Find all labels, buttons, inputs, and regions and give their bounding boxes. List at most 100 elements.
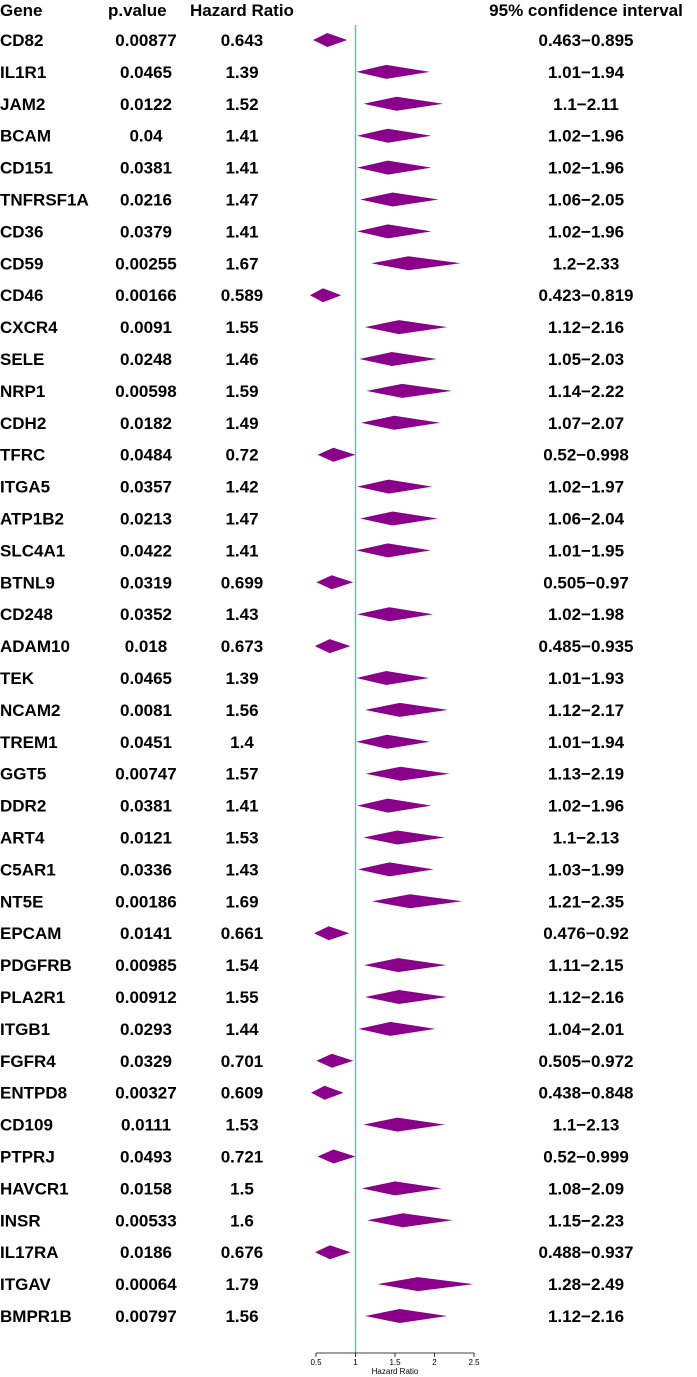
table-row: PDGFRB 0.00985 1.54 1.11−2.15: [0, 956, 624, 975]
ci-value: 1.06−2.05: [548, 191, 624, 210]
hazard-diamond: [360, 192, 439, 207]
ci-value: 1.2−2.33: [553, 254, 620, 273]
hazard-diamond: [364, 320, 448, 335]
gene-label: NRP1: [0, 382, 45, 401]
hazard-ratio-value: 1.43: [225, 605, 258, 624]
ci-value: 0.476−0.92: [543, 924, 629, 943]
ci-value: 0.488−0.937: [538, 1243, 633, 1262]
hazard-diamond: [356, 64, 430, 79]
gene-label: NT5E: [0, 892, 43, 911]
pvalue-value: 0.0121: [120, 829, 172, 848]
table-row: CD36 0.0379 1.41 1.02−1.96: [0, 222, 624, 241]
hazard-diamond: [316, 575, 354, 590]
x-tick-label: 2: [432, 1358, 437, 1367]
gene-label: PDGFRB: [0, 956, 72, 975]
pvalue-value: 0.00186: [115, 892, 176, 911]
ci-value: 1.03−1.99: [548, 860, 624, 879]
gene-label: CDH2: [0, 414, 46, 433]
gene-label: BCAM: [0, 127, 51, 146]
gene-label: ENTPD8: [0, 1084, 67, 1103]
gene-label: JAM2: [0, 95, 45, 114]
ci-value: 1.02−1.96: [548, 797, 624, 816]
gene-label: CD59: [0, 254, 43, 273]
gene-label: DDR2: [0, 797, 46, 816]
pvalue-value: 0.0293: [120, 1020, 172, 1039]
ci-value: 0.485−0.935: [538, 637, 633, 656]
x-axis-label: Hazard Ratio: [372, 1367, 419, 1376]
ci-value: 1.13−2.19: [548, 765, 624, 784]
table-row: DDR2 0.0381 1.41 1.02−1.96: [0, 797, 624, 816]
hazard-ratio-value: 1.56: [225, 701, 258, 720]
ci-value: 1.07−2.07: [548, 414, 624, 433]
gene-label: TREM1: [0, 733, 58, 752]
table-row: PLA2R1 0.00912 1.55 1.12−2.16: [0, 988, 624, 1007]
hazard-diamond: [364, 958, 447, 973]
pvalue-column-header: p.value: [108, 1, 167, 20]
hazard-diamond: [364, 990, 448, 1004]
hazard-ratio-value: 1.41: [225, 127, 258, 146]
table-row: SELE 0.0248 1.46 1.05−2.03: [0, 350, 624, 369]
table-row: CXCR4 0.0091 1.55 1.12−2.16: [0, 318, 624, 337]
gene-label: ART4: [0, 829, 45, 848]
table-row: NCAM2 0.0081 1.56 1.12−2.17: [0, 701, 624, 720]
hazard-diamond: [314, 639, 351, 654]
hazard-ratio-value: 1.5: [230, 1179, 254, 1198]
gene-label: CD46: [0, 286, 43, 305]
hazard-diamond: [314, 926, 350, 941]
gene-label: IL1R1: [0, 63, 46, 82]
ci-value: 1.02−1.98: [548, 605, 624, 624]
hazard-ratio-value: 1.41: [225, 541, 258, 560]
gene-label: CD109: [0, 1116, 53, 1135]
ci-value: 1.01−1.95: [548, 541, 624, 560]
table-row: ADAM10 0.018 0.673 0.485−0.935: [0, 637, 634, 656]
gene-label: ITGA5: [0, 478, 50, 497]
hazard-diamond: [357, 160, 432, 175]
hazard-ratio-value: 1.52: [225, 95, 258, 114]
pvalue-value: 0.00797: [115, 1307, 176, 1326]
hazard-diamond: [357, 224, 432, 239]
hazard-ratio-value: 1.55: [225, 988, 258, 1007]
pvalue-value: 0.00747: [115, 765, 176, 784]
pvalue-value: 0.00064: [115, 1275, 177, 1294]
hazard-diamond: [316, 1053, 354, 1068]
table-row: NRP1 0.00598 1.59 1.14−2.22: [0, 382, 624, 401]
ci-value: 1.02−1.96: [548, 222, 624, 241]
hazard-ratio-value: 1.49: [225, 414, 258, 433]
gene-label: C5AR1: [0, 860, 56, 879]
hazard-ratio-value: 1.47: [225, 191, 258, 210]
x-tick-label: 0.5: [310, 1358, 322, 1367]
pvalue-value: 0.0379: [120, 222, 172, 241]
hazard-ratio-value: 1.44: [225, 1020, 259, 1039]
table-row: C5AR1 0.0336 1.43 1.03−1.99: [0, 860, 624, 879]
hazard-ratio-value: 0.661: [221, 924, 264, 943]
table-row: CD248 0.0352 1.43 1.02−1.98: [0, 605, 624, 624]
ci-value: 1.02−1.97: [548, 478, 624, 497]
x-tick-label: 2.5: [468, 1358, 480, 1367]
table-row: TREM1 0.0451 1.4 1.01−1.94: [0, 733, 625, 752]
pvalue-value: 0.04: [129, 127, 163, 146]
pvalue-value: 0.0422: [120, 541, 172, 560]
table-row: TEK 0.0465 1.39 1.01−1.93: [0, 669, 624, 688]
pvalue-value: 0.0248: [120, 350, 172, 369]
gene-label: IL17RA: [0, 1243, 59, 1262]
ci-column-header: 95% confidence interval: [489, 1, 683, 20]
pvalue-value: 0.0182: [120, 414, 172, 433]
pvalue-value: 0.0158: [120, 1179, 172, 1198]
pvalue-value: 0.0081: [120, 701, 172, 720]
ci-value: 1.08−2.09: [548, 1179, 624, 1198]
hazard-ratio-value: 0.673: [221, 637, 264, 656]
hazard-ratio-value: 1.42: [225, 478, 258, 497]
pvalue-value: 0.00598: [115, 382, 176, 401]
gene-label: CD82: [0, 31, 43, 50]
gene-label: NCAM2: [0, 701, 60, 720]
hazard-ratio-value: 1.53: [225, 829, 258, 848]
gene-label: CXCR4: [0, 318, 58, 337]
table-row: NT5E 0.00186 1.69 1.21−2.35: [0, 892, 624, 911]
gene-label: BTNL9: [0, 573, 55, 592]
gene-label: INSR: [0, 1211, 41, 1230]
hazard-diamond: [360, 511, 438, 526]
hazard-ratio-value: 0.721: [221, 1148, 264, 1167]
pvalue-value: 0.00327: [115, 1084, 176, 1103]
hazard-diamond: [357, 798, 432, 813]
